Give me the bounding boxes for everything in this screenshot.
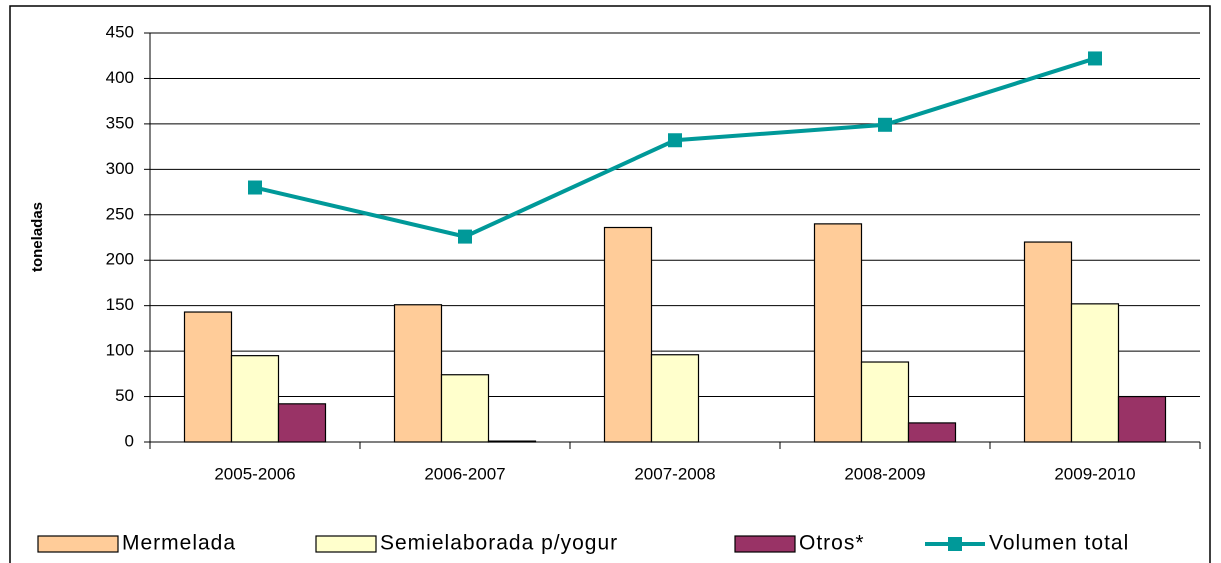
y-tick-label: 100 bbox=[106, 341, 134, 360]
legend-label: Otros* bbox=[799, 532, 865, 555]
chart-frame bbox=[9, 5, 1211, 563]
legend-label: Volumen total bbox=[989, 532, 1129, 555]
bar bbox=[440, 374, 490, 443]
legend-marker bbox=[948, 537, 962, 551]
bar bbox=[183, 311, 233, 443]
legend-swatch bbox=[315, 535, 377, 553]
bar bbox=[487, 440, 537, 443]
y-tick-label: 150 bbox=[106, 295, 134, 314]
marker bbox=[248, 180, 262, 195]
marker bbox=[668, 133, 682, 148]
legend-swatch bbox=[734, 535, 796, 553]
bar bbox=[1023, 241, 1073, 443]
x-tick-label: 2008-2009 bbox=[844, 464, 925, 483]
legend-label: Semielaborada p/yogur bbox=[380, 532, 618, 555]
y-tick-label: 250 bbox=[106, 204, 134, 223]
y-tick-label: 200 bbox=[106, 250, 134, 269]
bar bbox=[860, 361, 910, 443]
bar bbox=[1117, 395, 1167, 443]
legend-swatch bbox=[37, 535, 119, 553]
y-tick-label: 350 bbox=[106, 113, 134, 132]
bar bbox=[230, 355, 280, 443]
bar bbox=[603, 226, 653, 443]
line bbox=[254, 56, 1096, 239]
y-axis-label: toneladas bbox=[29, 202, 46, 272]
bar bbox=[393, 304, 443, 443]
x-tick-label: 2007-2008 bbox=[634, 464, 715, 483]
y-tick-label: 0 bbox=[125, 431, 134, 450]
x-tick-label: 2009-2010 bbox=[1054, 464, 1135, 483]
legend-label: Mermelada bbox=[122, 532, 236, 555]
marker bbox=[1088, 51, 1102, 66]
marker bbox=[458, 229, 472, 244]
x-tick-label: 2006-2007 bbox=[424, 464, 505, 483]
bar bbox=[813, 223, 863, 443]
x-tick-label: 2005-2006 bbox=[214, 464, 295, 483]
y-tick-label: 50 bbox=[115, 386, 134, 405]
bar bbox=[650, 354, 700, 443]
bar bbox=[1070, 303, 1120, 443]
y-tick-label: 400 bbox=[106, 68, 134, 87]
y-tick-label: 450 bbox=[106, 22, 134, 41]
y-tick-label: 300 bbox=[106, 159, 134, 178]
marker bbox=[878, 117, 892, 132]
bar bbox=[907, 422, 957, 443]
bar bbox=[277, 403, 327, 443]
